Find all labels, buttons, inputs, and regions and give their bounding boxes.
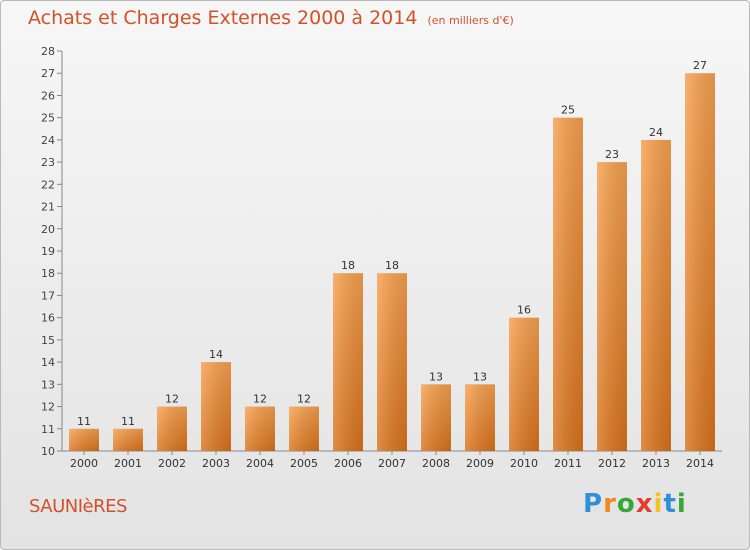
y-tick-label: 18 bbox=[41, 267, 55, 280]
bar-value-label: 12 bbox=[165, 393, 179, 406]
y-tick-label: 10 bbox=[41, 445, 55, 458]
y-axis: 10 11 12 13 14 15 16 17 18 19 20 21 22 23 24 25 26 27 28 bbox=[41, 45, 63, 458]
bar-value-label: 14 bbox=[209, 348, 223, 361]
bar-value-label: 13 bbox=[429, 370, 443, 383]
proxiti-logo[interactable]: Proxiti bbox=[583, 489, 687, 519]
logo-letter: P bbox=[583, 489, 604, 519]
town-name: SAUNIèRES bbox=[29, 496, 127, 517]
y-tick-label: 20 bbox=[41, 223, 55, 236]
x-tick-label: 2007 bbox=[378, 457, 406, 470]
x-tick-label: 2003 bbox=[202, 457, 230, 470]
y-tick-label: 17 bbox=[41, 289, 55, 302]
x-tick-label: 2001 bbox=[114, 457, 142, 470]
bar-value-label: 25 bbox=[561, 104, 575, 117]
bar-shade bbox=[641, 139, 671, 451]
y-tick-label: 25 bbox=[41, 112, 55, 125]
bar-shade bbox=[201, 362, 231, 451]
y-tick-label: 21 bbox=[41, 201, 55, 214]
bar-shade bbox=[289, 406, 319, 451]
x-tick-label: 2004 bbox=[246, 457, 274, 470]
logo-letter: x bbox=[635, 489, 654, 519]
x-axis: 2000 2001 2002 2003 2004 2005 2006 2007 2008 2009… bbox=[62, 450, 722, 470]
y-tick-label: 11 bbox=[41, 423, 55, 436]
logo-letter: i bbox=[676, 489, 687, 519]
bar-shade bbox=[553, 117, 583, 452]
y-tick-label: 23 bbox=[41, 156, 55, 169]
bar-value-label: 23 bbox=[605, 148, 619, 161]
bar-shade bbox=[245, 406, 275, 451]
y-tick-label: 12 bbox=[41, 401, 55, 414]
y-tick-label: 13 bbox=[41, 378, 55, 391]
x-tick-label: 2005 bbox=[290, 457, 318, 470]
y-tick-label: 16 bbox=[41, 312, 55, 325]
bars: 11 11 12 14 12 12 18 18 13 13 16 25 23 24 27 bbox=[69, 59, 715, 452]
bar-value-label: 24 bbox=[649, 126, 663, 139]
x-tick-label: 2002 bbox=[158, 457, 186, 470]
y-tick-label: 14 bbox=[41, 356, 55, 369]
x-tick-label: 2014 bbox=[686, 457, 714, 470]
bar-shade bbox=[465, 384, 495, 451]
y-tick-label: 28 bbox=[41, 45, 55, 58]
bar-shade bbox=[333, 273, 363, 451]
logo-letter: r bbox=[603, 489, 617, 519]
bar-shade bbox=[157, 406, 187, 451]
x-tick-label: 2008 bbox=[422, 457, 450, 470]
x-tick-label: 2013 bbox=[642, 457, 670, 470]
y-tick-label: 22 bbox=[41, 178, 55, 191]
chart-title: Achats et Charges Externes 2000 à 2014 (e… bbox=[28, 7, 514, 29]
bar-shade bbox=[113, 428, 143, 451]
y-tick-label: 15 bbox=[41, 334, 55, 347]
bar-value-label: 27 bbox=[693, 59, 707, 72]
chart-subtitle: (en milliers d'€) bbox=[427, 14, 514, 27]
logo-letter: o bbox=[616, 489, 636, 519]
bar-value-label: 13 bbox=[473, 370, 487, 383]
bar-value-label: 18 bbox=[341, 259, 355, 272]
bar-value-label: 11 bbox=[121, 415, 135, 428]
x-tick-label: 2012 bbox=[598, 457, 626, 470]
bar-shade bbox=[421, 384, 451, 451]
x-tick-label: 2000 bbox=[70, 457, 98, 470]
bar-shade bbox=[597, 162, 627, 451]
bar-shade bbox=[69, 428, 99, 451]
x-tick-label: 2010 bbox=[510, 457, 538, 470]
y-tick-label: 26 bbox=[41, 89, 55, 102]
x-tick-label: 2006 bbox=[334, 457, 362, 470]
x-tick-label: 2009 bbox=[466, 457, 494, 470]
logo-letter: i bbox=[653, 489, 664, 519]
logo-letter: t bbox=[663, 489, 677, 519]
y-tick-label: 27 bbox=[41, 67, 55, 80]
bar-shade bbox=[685, 73, 715, 451]
bar-value-label: 16 bbox=[517, 304, 531, 317]
bar-value-label: 12 bbox=[297, 393, 311, 406]
y-tick-label: 24 bbox=[41, 134, 55, 147]
bar-value-label: 11 bbox=[77, 415, 91, 428]
bar-shade bbox=[377, 273, 407, 451]
bar-value-label: 18 bbox=[385, 259, 399, 272]
chart-title-main: Achats et Charges Externes 2000 à 2014 bbox=[28, 7, 418, 29]
bar-shade bbox=[509, 317, 539, 451]
bar-value-label: 12 bbox=[253, 393, 267, 406]
x-tick-label: 2011 bbox=[554, 457, 582, 470]
y-tick-label: 19 bbox=[41, 245, 55, 258]
